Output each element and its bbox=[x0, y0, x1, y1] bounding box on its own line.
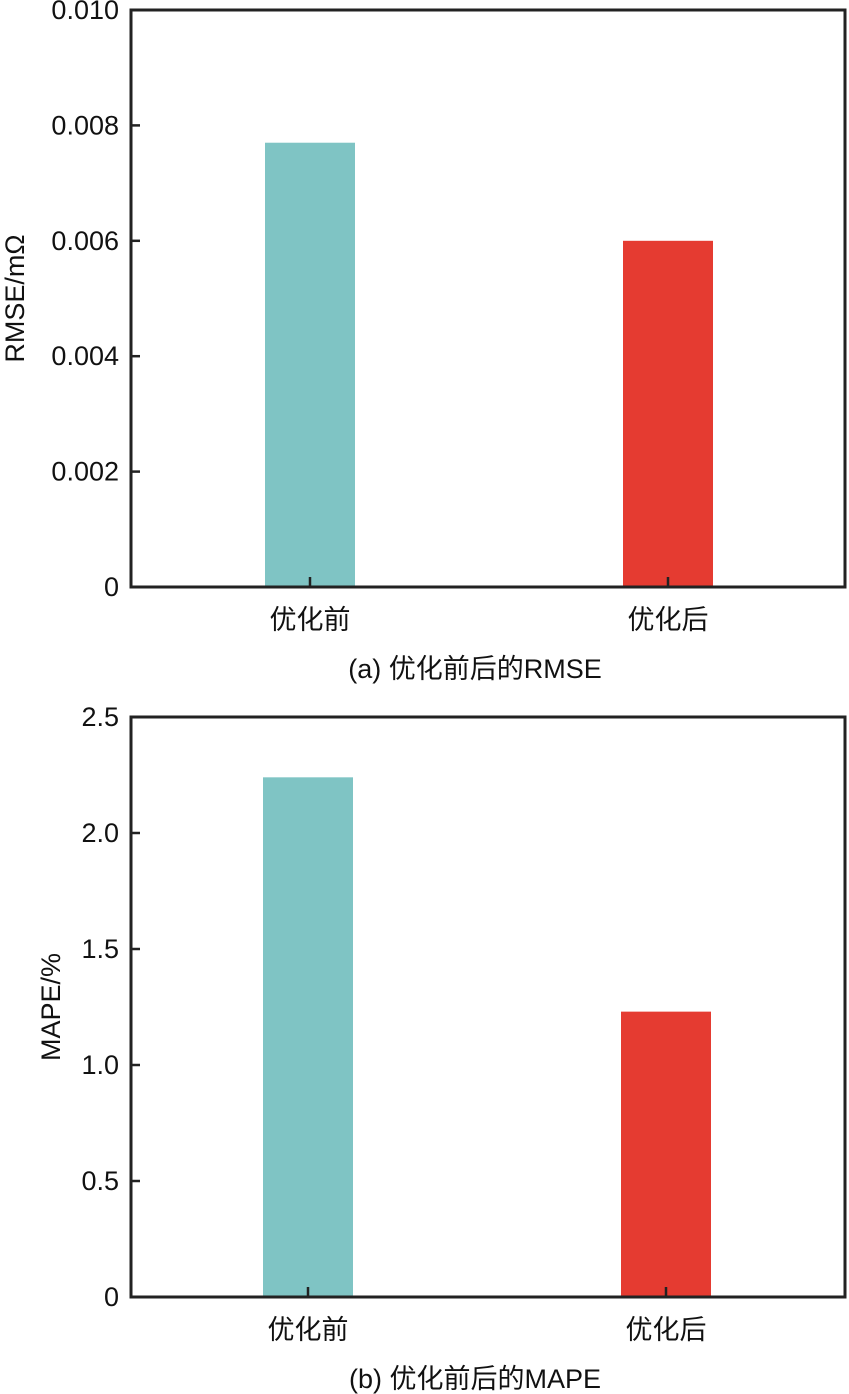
bar-before bbox=[263, 777, 353, 1297]
y-tick-label: 1.0 bbox=[81, 1050, 119, 1080]
y-tick-label: 0 bbox=[104, 572, 119, 602]
x-tick-label: 优化前 bbox=[268, 1315, 349, 1346]
y-tick-label: 0.006 bbox=[51, 226, 119, 256]
y-tick-label: 2.0 bbox=[81, 818, 119, 848]
x-tick-label: 优化后 bbox=[628, 605, 709, 636]
y-tick-label: 1.5 bbox=[81, 934, 119, 964]
bar-after bbox=[621, 1011, 711, 1297]
y-tick-label: 2.5 bbox=[81, 702, 119, 732]
y-axis-title: RMSE/mΩ bbox=[0, 234, 30, 362]
y-tick-label: 0.008 bbox=[51, 110, 119, 140]
chart-caption: (b) 优化前后的MAPE bbox=[349, 1364, 601, 1394]
y-axis-title: MAPE/% bbox=[36, 953, 66, 1061]
plot-frame bbox=[129, 715, 847, 1299]
bar-before bbox=[265, 142, 355, 587]
y-tick-label: 0.002 bbox=[51, 457, 119, 487]
bar-after bbox=[623, 240, 713, 588]
chart-rmse: 0 0.002 0.004 0.006 0.008 0.010 优化前 优化后 RMSE/mΩ (… bbox=[0, 0, 847, 684]
plot-frame bbox=[129, 8, 847, 589]
y-tick-label: 0.010 bbox=[51, 0, 119, 25]
y-tick-label: 0 bbox=[104, 1282, 119, 1312]
x-tick-label: 优化后 bbox=[626, 1315, 707, 1346]
chart-mape: 0 0.5 1.0 1.5 2.0 2.5 优化前 优化后 MAPE/% (b) 优化前后的MAP… bbox=[36, 702, 847, 1394]
x-tick-label: 优化前 bbox=[270, 605, 351, 636]
chart-caption: (a) 优化前后的RMSE bbox=[348, 654, 602, 684]
y-tick-label: 0.004 bbox=[51, 341, 119, 371]
y-tick-label: 0.5 bbox=[81, 1166, 119, 1196]
